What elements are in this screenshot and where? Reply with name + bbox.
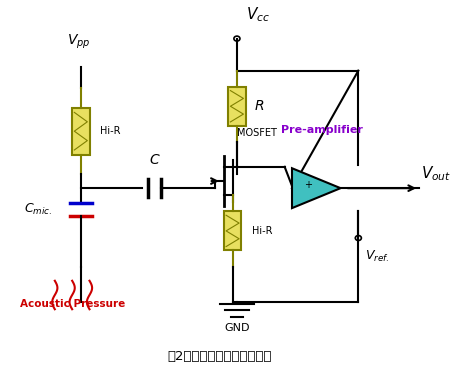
Text: MOSFET: MOSFET — [237, 128, 277, 138]
Text: Hi-R: Hi-R — [252, 226, 273, 236]
Text: +: + — [304, 180, 313, 190]
Text: R: R — [254, 99, 264, 113]
Text: $V_{pp}$: $V_{pp}$ — [67, 33, 90, 51]
Text: Acoustic Pressure: Acoustic Pressure — [20, 299, 125, 308]
Polygon shape — [292, 168, 340, 208]
FancyBboxPatch shape — [228, 87, 245, 126]
FancyBboxPatch shape — [72, 108, 90, 155]
Text: Hi-R: Hi-R — [101, 126, 121, 136]
Text: Pre-amplifier: Pre-amplifier — [281, 125, 362, 135]
Text: $C$: $C$ — [149, 153, 160, 167]
Text: $V_{ref.}$: $V_{ref.}$ — [365, 249, 389, 264]
Text: $V_{out}$: $V_{out}$ — [421, 165, 452, 183]
Text: $V_{cc}$: $V_{cc}$ — [245, 6, 270, 24]
Text: $C_{mic.}$: $C_{mic.}$ — [24, 202, 53, 217]
Text: 图2：微麦克风电路设计简图: 图2：微麦克风电路设计简图 — [167, 350, 272, 363]
Text: GND: GND — [224, 324, 250, 334]
FancyBboxPatch shape — [224, 211, 241, 251]
